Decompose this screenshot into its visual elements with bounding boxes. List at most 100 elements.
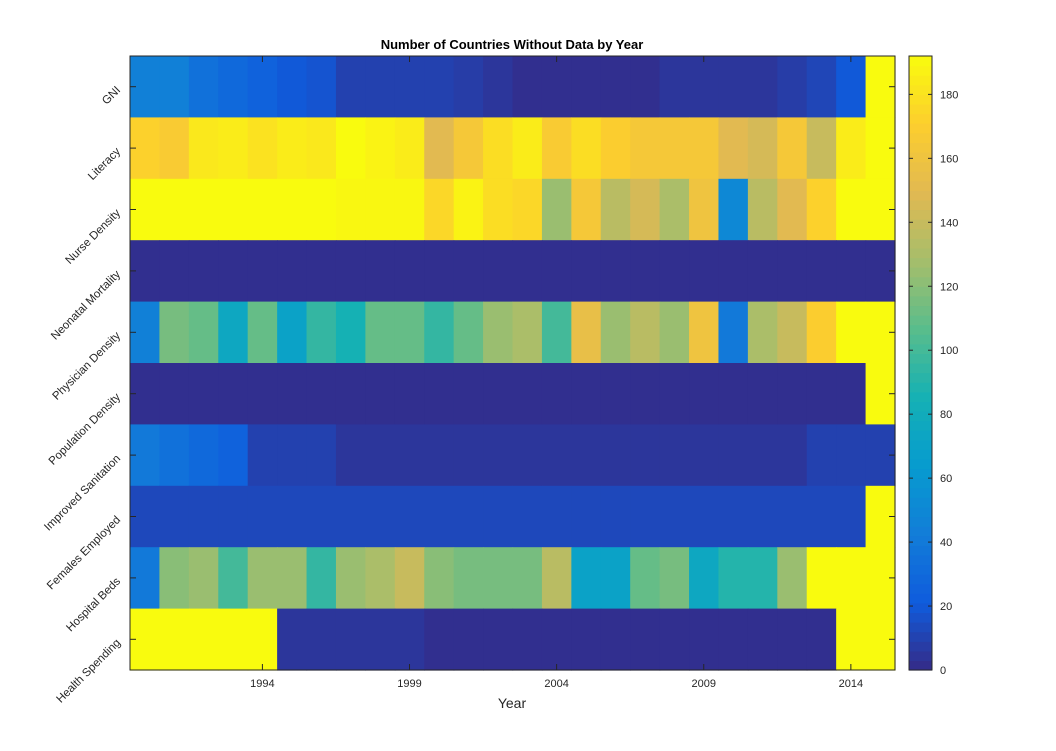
heatmap-cell: [659, 547, 690, 610]
heatmap-cell: [483, 117, 514, 180]
heatmap-cell: [806, 301, 837, 364]
heatmap-cell: [483, 240, 514, 303]
colorbar-segment: [909, 161, 932, 172]
heatmap-cell: [159, 608, 190, 671]
heatmap-cell: [777, 424, 808, 487]
heatmap-cell: [659, 240, 690, 303]
heatmap-cell: [277, 56, 308, 118]
colorbar-segment: [909, 449, 932, 460]
heatmap-cell: [335, 301, 366, 364]
colorbar-segment: [909, 622, 932, 633]
heatmap-cell: [659, 363, 690, 425]
heatmap-cell: [600, 178, 631, 241]
heatmap-cell: [365, 56, 396, 118]
heatmap-cell: [394, 363, 425, 425]
colorbar-tick-label: 60: [940, 473, 952, 485]
heatmap-cell: [159, 363, 190, 425]
heatmap-cell: [218, 424, 249, 487]
colorbar-segment: [909, 65, 932, 76]
heatmap-cell: [306, 301, 337, 364]
heatmap-cell: [600, 485, 631, 548]
heatmap-cell: [247, 547, 278, 610]
colorbar-segment: [909, 56, 932, 67]
heatmap-cell: [659, 178, 690, 241]
heatmap-cell: [600, 301, 631, 364]
heatmap-cell: [424, 363, 455, 425]
heatmap-cell: [630, 301, 661, 364]
heatmap-cell: [630, 240, 661, 303]
heatmap-cell: [689, 608, 720, 671]
y-tick-label: Health Spending: [54, 637, 123, 706]
heatmap-cell: [512, 547, 543, 610]
x-tick-label: 2009: [692, 678, 716, 690]
heatmap-cell: [836, 178, 867, 241]
colorbar-segment: [909, 516, 932, 527]
colorbar-segment: [909, 238, 932, 249]
heatmap-cell: [365, 485, 396, 548]
colorbar-segment: [909, 209, 932, 220]
heatmap-cell: [777, 485, 808, 548]
colorbar-tick-label: 140: [940, 217, 958, 229]
heatmap-cell: [394, 56, 425, 118]
heatmap-cell: [777, 301, 808, 364]
colorbar-segment: [909, 171, 932, 182]
x-tick-label: 1994: [250, 678, 274, 690]
heatmap-cell: [747, 363, 778, 425]
colorbar-segment: [909, 564, 932, 575]
heatmap-cell: [747, 56, 778, 118]
heatmap-cell: [218, 485, 249, 548]
heatmap-cell: [394, 301, 425, 364]
colorbar-segment: [909, 247, 932, 259]
y-tick-label: Literacy: [86, 146, 123, 183]
colorbar-segment: [909, 468, 932, 479]
heatmap-cell: [571, 301, 602, 364]
heatmap-cell: [630, 424, 661, 487]
heatmap-cell: [659, 56, 690, 118]
heatmap-cell: [159, 485, 190, 548]
colorbar-segment: [909, 545, 932, 556]
chart-title: Number of Countries Without Data by Year: [381, 37, 644, 52]
heatmap-cell: [424, 56, 455, 118]
heatmap-cell: [600, 363, 631, 425]
heatmap-cell: [571, 117, 602, 180]
heatmap-cell: [277, 301, 308, 364]
heatmap-cell: [718, 301, 749, 364]
heatmap-cell: [689, 117, 720, 180]
y-tick-label: Physician Density: [50, 330, 123, 403]
colorbar-segment: [909, 574, 932, 585]
heatmap-cell: [218, 178, 249, 241]
heatmap-cell: [541, 424, 572, 487]
heatmap-cell: [188, 608, 219, 671]
colorbar-segment: [909, 75, 932, 86]
heatmap-cell: [541, 363, 572, 425]
heatmap-cell: [335, 608, 366, 671]
colorbar-segment: [909, 660, 932, 671]
heatmap-cell: [512, 301, 543, 364]
heatmap-cell: [806, 240, 837, 303]
heatmap-cell: [777, 240, 808, 303]
heatmap-cell: [159, 301, 190, 364]
colorbar-segment: [909, 228, 932, 239]
heatmap-cell: [689, 178, 720, 241]
colorbar-segment: [909, 103, 932, 115]
y-tick-label: GNI: [100, 84, 123, 107]
heatmap-cell: [218, 117, 249, 180]
heatmap-cell: [424, 424, 455, 487]
heatmap-cell: [747, 485, 778, 548]
heatmap-cell: [247, 301, 278, 364]
colorbar-segment: [909, 343, 932, 354]
colorbar-segment: [909, 295, 932, 307]
heatmap-cell: [630, 56, 661, 118]
heatmap-cell: [277, 240, 308, 303]
heatmap-cell: [483, 178, 514, 241]
heatmap-cell: [512, 56, 543, 118]
colorbar-segment: [909, 391, 932, 402]
colorbar-segment: [909, 372, 932, 383]
heatmap-cell: [512, 363, 543, 425]
heatmap-cell: [512, 240, 543, 303]
x-axis-label: Year: [498, 695, 527, 711]
heatmap-cell: [483, 608, 514, 671]
heatmap-cell: [806, 117, 837, 180]
heatmap-cell: [188, 56, 219, 118]
